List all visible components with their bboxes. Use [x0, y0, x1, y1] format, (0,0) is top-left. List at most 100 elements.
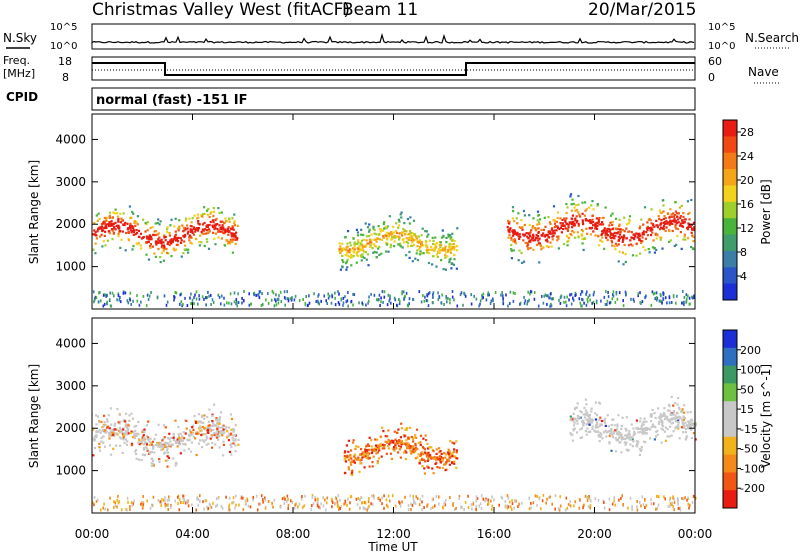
ground-scatter-point	[113, 294, 115, 298]
echo-point	[427, 451, 430, 454]
ground-scatter-point	[420, 300, 423, 304]
ground-scatter-point	[337, 494, 340, 497]
ground-scatter-point	[580, 304, 582, 308]
ground-scatter-point	[275, 299, 277, 303]
echo-point	[448, 450, 451, 453]
echo-point	[141, 429, 144, 432]
echo-point	[98, 217, 101, 220]
ground-scatter-point	[126, 299, 129, 303]
echo-point	[650, 208, 653, 211]
echo-point	[368, 465, 371, 468]
echo-point	[139, 440, 142, 443]
echo-point	[104, 226, 107, 229]
echo-point	[122, 419, 125, 422]
echo-point	[131, 435, 135, 439]
ground-scatter-point	[237, 301, 240, 304]
echo-point	[125, 231, 128, 235]
echo-point	[513, 220, 516, 223]
echo-point	[93, 439, 96, 442]
nsky-tick-top-right: 10^5	[708, 22, 735, 33]
echo-point	[385, 231, 388, 234]
echo-point	[415, 436, 418, 439]
echo-point	[508, 231, 511, 234]
echo-point	[437, 248, 440, 251]
echo-point	[227, 439, 230, 442]
echo-point	[408, 250, 411, 254]
ground-scatter-point	[207, 290, 209, 294]
ground-scatter-point	[430, 507, 432, 511]
echo-point	[448, 456, 451, 459]
echo-point	[628, 430, 631, 433]
echo-point	[192, 233, 196, 236]
echo-point	[556, 225, 559, 228]
ground-scatter-point	[117, 292, 120, 296]
ground-scatter-point	[416, 497, 419, 501]
echo-point	[655, 248, 658, 251]
echo-point	[525, 232, 528, 235]
ground-scatter-point	[473, 294, 475, 298]
ground-scatter-point	[342, 296, 345, 300]
ground-scatter-point	[567, 503, 570, 506]
echo-point	[595, 227, 599, 230]
echo-point	[360, 255, 363, 258]
echo-point	[442, 249, 445, 252]
echo-point	[612, 236, 615, 239]
echo-point	[449, 237, 452, 241]
x-tick-label: 04:00	[175, 527, 210, 541]
echo-point	[414, 257, 417, 260]
ground-scatter-point	[506, 504, 508, 508]
echo-point	[657, 407, 660, 410]
ground-scatter-point	[443, 501, 446, 505]
echo-point	[179, 237, 182, 240]
echo-point	[549, 230, 552, 233]
echo-point	[588, 417, 591, 420]
ground-scatter-point	[498, 503, 500, 507]
echo-point	[435, 253, 438, 256]
echo-point	[651, 408, 654, 412]
echo-point	[395, 447, 398, 450]
echo-point	[596, 224, 599, 227]
freq-unit-label: [MHz]	[3, 67, 35, 80]
echo-point	[428, 239, 431, 242]
ground-scatter-point	[470, 302, 473, 306]
echo-point	[392, 231, 395, 234]
echo-point	[652, 239, 655, 242]
echo-point	[653, 247, 656, 250]
echo-point	[164, 235, 168, 239]
ground-scatter-point	[252, 495, 255, 499]
echo-point	[206, 224, 209, 227]
ground-scatter-point	[178, 508, 181, 512]
echo-point	[222, 432, 225, 435]
echo-point	[385, 235, 388, 238]
echo-point	[643, 206, 647, 209]
echo-point	[569, 195, 572, 198]
echo-point	[666, 222, 669, 225]
echo-point	[623, 235, 626, 238]
ground-scatter-point	[220, 504, 223, 508]
echo-point	[214, 224, 217, 227]
echo-point	[630, 423, 633, 426]
echo-point	[646, 228, 649, 232]
echo-point	[569, 222, 572, 225]
ground-scatter-point	[346, 503, 348, 507]
echo-point	[378, 449, 381, 452]
ground-scatter-point	[412, 494, 414, 498]
echo-point	[193, 214, 196, 217]
echo-point	[659, 236, 662, 239]
echo-point	[134, 429, 137, 432]
echo-point	[507, 228, 510, 231]
echo-point	[617, 260, 620, 263]
ground-scatter-point	[682, 497, 684, 501]
echo-point	[573, 421, 576, 424]
echo-point	[604, 206, 607, 209]
echo-point	[137, 229, 140, 232]
ground-scatter-point	[179, 293, 182, 297]
echo-point	[611, 212, 614, 215]
ground-scatter-point	[330, 301, 333, 305]
echo-point	[187, 230, 190, 233]
echo-point	[162, 244, 165, 247]
echo-point	[389, 232, 393, 235]
echo-point	[339, 268, 342, 271]
echo-point	[119, 229, 122, 233]
echo-point	[671, 215, 674, 218]
